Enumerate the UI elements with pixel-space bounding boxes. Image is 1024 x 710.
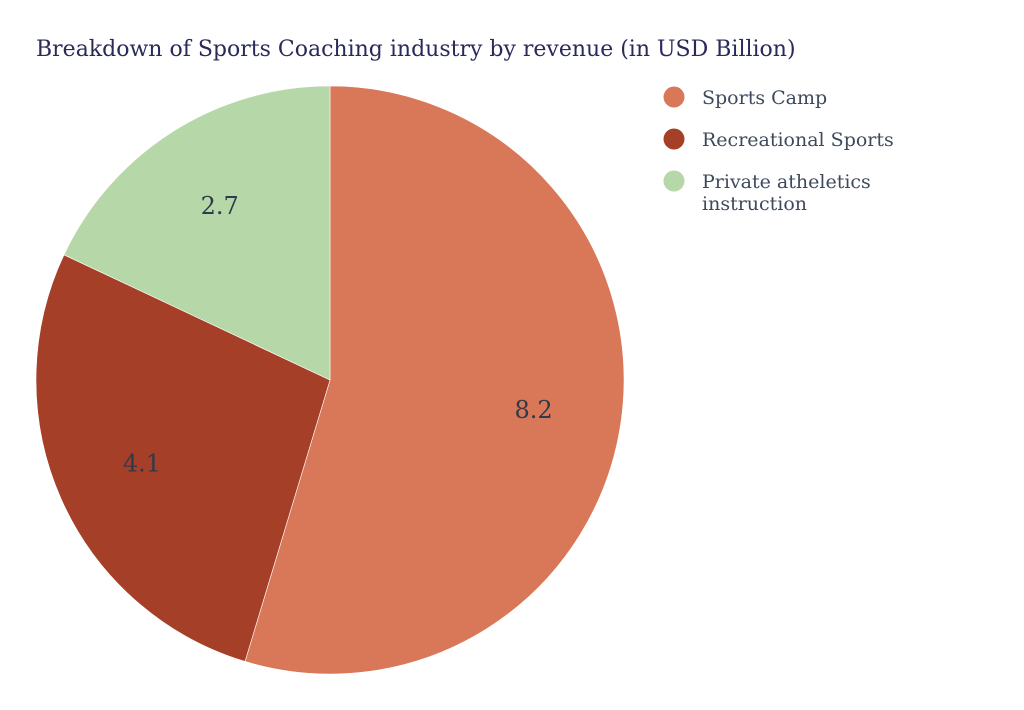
legend: Sports Camp Recreational Sports Private at… — [663, 86, 894, 216]
pie-slice-labels: 8.2 4.1 2.7 — [123, 192, 553, 477]
pie-slices — [35, 85, 625, 675]
chart-title: Breakdown of Sports Coaching industry by… — [36, 37, 796, 62]
slice-value-label-private-atheletics-instruction: 2.7 — [201, 192, 239, 220]
legend-item-recreational-sports[interactable]: Recreational Sports — [663, 128, 894, 152]
legend-label-recreational-sports: Recreational Sports — [702, 129, 894, 151]
legend-item-private-atheletics-instruction[interactable]: Private atheletics instruction — [663, 170, 871, 216]
pie-slice-private-atheletics-instruction[interactable] — [63, 85, 331, 381]
slice-value-label-recreational-sports: 4.1 — [123, 450, 161, 478]
legend-swatch-recreational-sports — [663, 128, 685, 150]
slice-value-label-sports-camp: 8.2 — [515, 396, 553, 424]
pie-slice-sports-camp[interactable] — [244, 85, 625, 675]
legend-swatch-sports-camp — [663, 86, 685, 108]
pie-slice-recreational-sports[interactable] — [35, 254, 331, 662]
legend-swatch-private-atheletics-instruction — [663, 170, 685, 192]
legend-label-private-atheletics-instruction: Private atheletics instruction — [702, 171, 871, 215]
legend-label-sports-camp: Sports Camp — [702, 87, 827, 109]
legend-item-sports-camp[interactable]: Sports Camp — [663, 86, 828, 110]
